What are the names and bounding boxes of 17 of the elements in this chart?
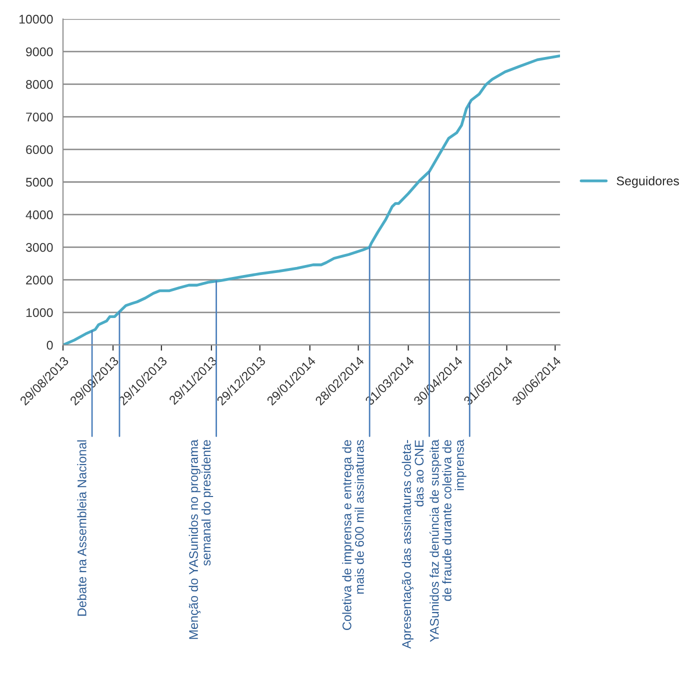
legend-label: Seguidores xyxy=(616,176,679,188)
ref-line-label: Menção do YASunidos no programa semanal do presidente xyxy=(188,440,214,639)
ref-line-label: Coletiva de imprensa e entrega de mais de 600 mil assinaturas xyxy=(342,440,364,630)
y-tick-label: 5000 xyxy=(26,178,53,187)
y-tick-label: 4000 xyxy=(26,210,53,220)
ref-line-label: Debate na Assembleia Nacional xyxy=(77,440,86,616)
y-tick-label: 3000 xyxy=(26,243,53,252)
y-tick-label: 7000 xyxy=(26,112,53,122)
y-tick-label: 8000 xyxy=(26,80,53,89)
y-tick-label: 1000 xyxy=(26,308,53,318)
y-tick-label: 2000 xyxy=(26,276,53,284)
y-tick-label: 10000 xyxy=(19,14,53,24)
y-tick-label: 0 xyxy=(46,340,53,350)
ref-line-label: Apresentação das assinaturas coleta- das ao CNE xyxy=(402,440,424,649)
y-tick-label: 6000 xyxy=(26,145,53,154)
y-tick-label: 9000 xyxy=(26,47,53,56)
ref-line-label: YASunidos faz denúncia de suspeita de fraude durante coletiva de imprensa xyxy=(429,440,466,642)
